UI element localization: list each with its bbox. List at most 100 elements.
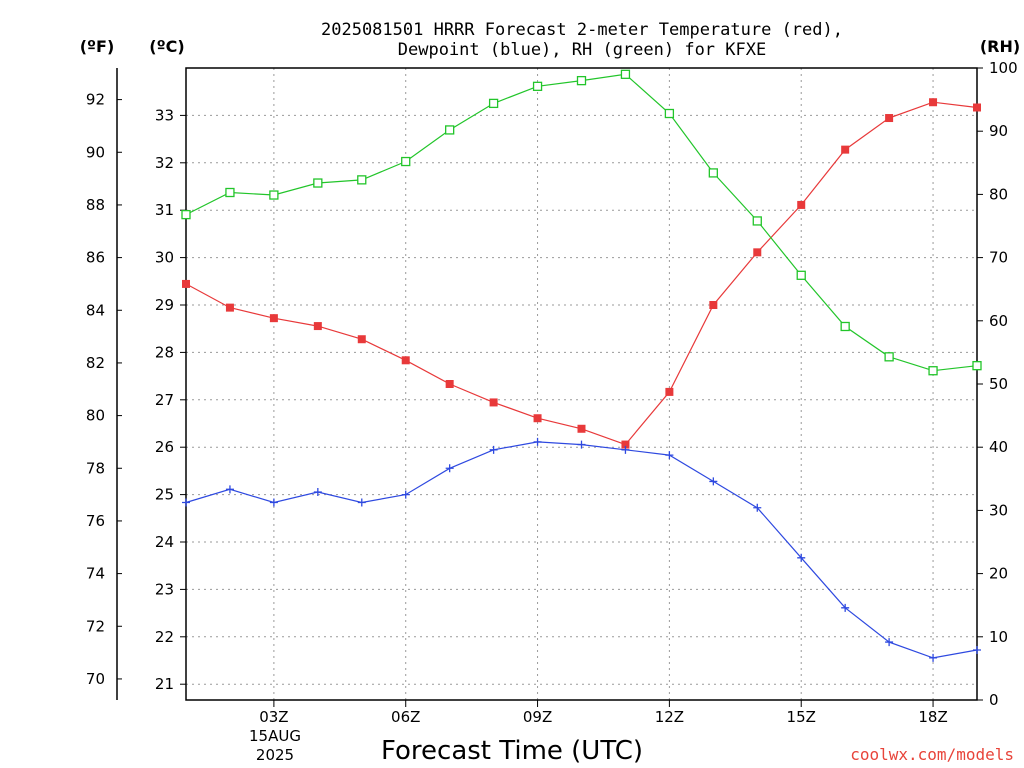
rh-point xyxy=(752,216,762,226)
x-tick-label: 15Z xyxy=(787,708,816,726)
x-axis-title: Forecast Time (UTC) xyxy=(381,736,643,766)
fahrenheit-tick-label: 90 xyxy=(86,143,105,161)
temperature-point xyxy=(357,335,366,344)
temperature-point xyxy=(665,387,674,396)
rh-point xyxy=(269,190,279,200)
x-tick-label: 06Z xyxy=(391,708,420,726)
dewpoint-point xyxy=(489,445,498,454)
dewpoint-point xyxy=(753,503,762,512)
celsius-tick-label: 31 xyxy=(155,201,174,219)
fahrenheit-tick-label: 80 xyxy=(86,407,105,425)
celsius-tick-label: 29 xyxy=(155,296,174,314)
rh-point xyxy=(664,108,675,119)
celsius-tick-label: 33 xyxy=(155,106,174,124)
celsius-tick-label: 27 xyxy=(155,391,174,409)
dewpoint-point xyxy=(841,603,850,612)
temperature-point xyxy=(621,440,630,449)
dewpoint-point xyxy=(709,477,718,486)
rh-line xyxy=(185,73,978,372)
grid-lines xyxy=(186,68,977,700)
rh-point xyxy=(928,366,938,376)
celsius-tick-label: 21 xyxy=(155,675,174,693)
date-label-day: 15AUG xyxy=(249,727,301,745)
fahrenheit-tick-label: 86 xyxy=(86,249,105,267)
temperature-point xyxy=(225,303,234,312)
dewpoint-line xyxy=(185,441,978,659)
temperature-point xyxy=(313,322,322,331)
temperature-point xyxy=(269,314,278,323)
rh-point xyxy=(972,361,982,371)
rh-tick-label: 100 xyxy=(989,59,1018,77)
rh-tick-label: 10 xyxy=(989,628,1008,646)
rh-point xyxy=(357,175,367,185)
fahrenheit-tick-label: 88 xyxy=(86,196,105,214)
tick-labels: 03Z 06Z 09Z 12Z 15Z 18Z 21 22 23 24 25 26 27 28 29 30 31… xyxy=(86,59,1018,726)
dewpoint-point xyxy=(445,464,454,473)
rh-tick-label: 70 xyxy=(989,249,1008,267)
temperature-point xyxy=(401,356,410,365)
chart-title: 2025081501 HRRR Forecast 2-meter Tempera… xyxy=(321,20,843,40)
x-tick-label: 18Z xyxy=(918,708,947,726)
celsius-tick-label: 25 xyxy=(155,486,174,504)
celsius-tick-label: 24 xyxy=(155,533,174,551)
chart-subtitle: Dewpoint (blue), RH (green) for KFXE xyxy=(398,40,766,60)
temperature-point xyxy=(885,114,894,123)
rh-tick-label: 30 xyxy=(989,501,1008,519)
temperature-line xyxy=(185,101,978,446)
temperature-point xyxy=(445,380,454,388)
fahrenheit-tick-label: 72 xyxy=(86,617,105,635)
rh-point xyxy=(620,69,631,79)
dewpoint-point xyxy=(182,498,190,507)
fahrenheit-tick-label: 76 xyxy=(86,512,105,530)
credit-link[interactable]: coolwx.com/models xyxy=(850,745,1014,764)
rh-series xyxy=(181,69,982,376)
dewpoint-point xyxy=(929,653,938,662)
axes xyxy=(116,67,983,707)
dewpoint-point xyxy=(401,490,410,499)
rh-point xyxy=(313,178,323,188)
dewpoint-series xyxy=(182,437,981,662)
rh-tick-label: 80 xyxy=(989,185,1008,203)
rh-tick-label: 60 xyxy=(989,312,1008,330)
temperature-point xyxy=(709,301,718,309)
rh-point xyxy=(532,81,543,91)
celsius-tick-label: 26 xyxy=(155,438,174,456)
rh-unit-label: (RH) xyxy=(980,37,1020,56)
celsius-tick-label: 28 xyxy=(155,343,174,361)
dewpoint-point xyxy=(797,553,806,562)
rh-point xyxy=(576,75,587,86)
rh-point xyxy=(225,187,235,198)
temperature-point xyxy=(577,424,586,433)
rh-tick-label: 50 xyxy=(989,375,1008,393)
temperature-series xyxy=(182,98,981,449)
dewpoint-point xyxy=(621,445,630,454)
dewpoint-point xyxy=(885,638,894,647)
temperature-point xyxy=(489,398,498,407)
rh-point xyxy=(488,98,499,109)
dewpoint-point xyxy=(973,645,981,654)
x-tick-label: 12Z xyxy=(655,708,684,726)
rh-point xyxy=(796,270,806,280)
plot-frame xyxy=(185,67,978,701)
fahrenheit-tick-label: 78 xyxy=(86,459,105,477)
dewpoint-point xyxy=(225,485,234,494)
dewpoint-point xyxy=(313,487,322,496)
fahrenheit-unit-label: (ºF) xyxy=(80,37,115,56)
dewpoint-point xyxy=(357,498,366,507)
rh-point xyxy=(884,352,894,362)
rh-point xyxy=(181,209,191,220)
temperature-point xyxy=(182,279,190,288)
dewpoint-point xyxy=(269,498,278,507)
rh-tick-label: 40 xyxy=(989,438,1008,456)
rh-point xyxy=(401,156,411,167)
dewpoint-point xyxy=(665,451,674,460)
x-tick-label: 03Z xyxy=(259,708,288,726)
dewpoint-point xyxy=(577,440,586,449)
x-tick-label: 09Z xyxy=(523,708,552,726)
fahrenheit-tick-label: 74 xyxy=(86,565,105,583)
celsius-tick-label: 22 xyxy=(155,628,174,646)
rh-point xyxy=(840,321,850,332)
fahrenheit-tick-label: 92 xyxy=(86,91,105,109)
temperature-point xyxy=(753,248,762,257)
